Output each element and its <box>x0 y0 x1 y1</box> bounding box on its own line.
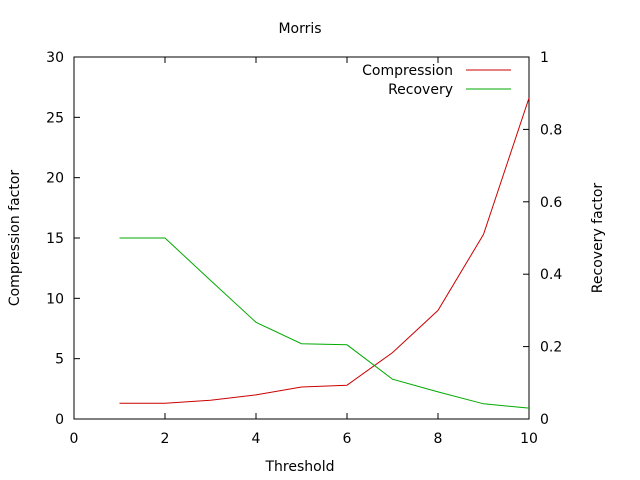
y-tick-label: 25 <box>46 110 64 126</box>
y2-tick-label: 1 <box>540 50 549 66</box>
y2-tick-label: 0.4 <box>540 267 562 283</box>
y-tick-label: 15 <box>46 231 64 247</box>
x-tick-label: 0 <box>70 431 79 447</box>
y-tick-label: 0 <box>55 412 64 428</box>
x-tick-label: 6 <box>343 431 352 447</box>
series-line-compression <box>119 97 530 404</box>
x-tick-label: 10 <box>520 431 538 447</box>
x-tick-label: 4 <box>252 431 261 447</box>
y-axis-right: 0 0.2 0.4 0.6 0.8 1 <box>523 50 562 428</box>
chart-title: Morris <box>278 21 321 37</box>
y-tick-label: 30 <box>46 50 64 66</box>
x-axis: 0 2 4 6 8 10 <box>70 57 538 447</box>
y2-tick-label: 0.2 <box>540 340 562 356</box>
y-axis-label: Compression factor <box>7 170 23 307</box>
series-lines <box>119 97 530 409</box>
x-tick-label: 8 <box>434 431 443 447</box>
legend-label-recovery: Recovery <box>388 82 453 98</box>
x-axis-label: Threshold <box>265 459 335 475</box>
y2-tick-label: 0.6 <box>540 195 562 211</box>
y2-axis-label: Recovery factor <box>590 183 606 294</box>
x-tick-label: 2 <box>161 431 170 447</box>
y-axis-left: 0 5 10 15 20 25 30 <box>46 50 80 428</box>
legend: Compression Recovery <box>362 63 511 98</box>
y2-tick-label: 0.8 <box>540 122 562 138</box>
legend-label-compression: Compression <box>362 63 453 79</box>
y2-tick-label: 0 <box>540 412 549 428</box>
y-tick-label: 5 <box>55 352 64 368</box>
y-tick-label: 10 <box>46 291 64 307</box>
y-tick-label: 20 <box>46 171 64 187</box>
series-line-recovery <box>119 237 530 409</box>
